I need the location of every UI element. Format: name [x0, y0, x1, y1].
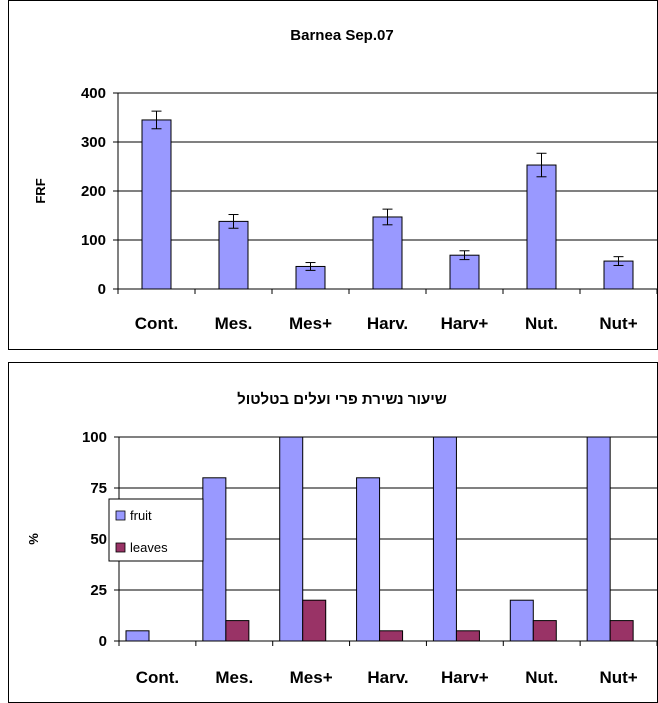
bar-fruit-mes — [202, 477, 227, 642]
bar-leaves-mes — [225, 620, 250, 642]
y-tick-label: 25 — [90, 582, 107, 599]
error-bar — [382, 208, 393, 226]
x-tick-label: Harv. — [367, 314, 408, 333]
x-tick-label: Nut+ — [599, 668, 637, 687]
drop-rate-chart-panel: שיעור נשירת פרי ועלים בטלטול % 0 25 50 75 10… — [8, 362, 658, 703]
y-tick-label: 300 — [81, 134, 106, 151]
drop-rate-bar-chart: שיעור נשירת פרי ועלים בטלטול % 0 25 50 75 10… — [26, 391, 657, 687]
x-tick-label: Cont. — [135, 314, 178, 333]
y-tick-label: 400 — [81, 85, 106, 102]
bar-cont — [141, 119, 172, 290]
bar-fruit-mes+ — [279, 436, 304, 642]
y-axis-label: % — [26, 533, 41, 545]
error-bar — [613, 256, 624, 266]
bar-fruit-nut+ — [586, 436, 611, 642]
bar-nut — [526, 164, 557, 290]
bar-leaves-nut+ — [609, 620, 634, 642]
y-tick-label: 100 — [82, 429, 107, 446]
x-tick-label: Harv. — [367, 668, 408, 687]
x-tick-label: Mes+ — [290, 668, 333, 687]
bar-leaves-harv — [379, 630, 404, 642]
y-tick-label: 75 — [90, 480, 107, 497]
legend-swatch-leaves — [115, 542, 126, 553]
legend: fruit leaves — [108, 498, 204, 562]
x-tick-label: Mes. — [215, 314, 253, 333]
y-axis-label: FRF — [33, 178, 48, 203]
error-bar — [536, 152, 547, 178]
y-tick-label: 200 — [81, 183, 106, 200]
x-tick-label: Nut. — [525, 314, 558, 333]
bar-leaves-nut — [532, 620, 557, 642]
frf-chart-panel: Barnea Sep.07 FRF 0 100 200 300 400 Cont. Mes… — [8, 0, 658, 350]
bar-harv — [372, 216, 403, 290]
x-tick-label: Cont. — [136, 668, 179, 687]
error-bar — [305, 262, 316, 271]
x-tick-label: Nut+ — [599, 314, 637, 333]
error-bar — [459, 250, 470, 261]
frf-bar-chart: Barnea Sep.07 FRF 0 100 200 300 400 Cont. Mes… — [33, 27, 657, 333]
x-tick-label: Nut. — [525, 668, 558, 687]
bar-fruit-cont — [125, 630, 150, 642]
y-tick-label: 0 — [99, 633, 107, 650]
bar-mes — [218, 220, 249, 290]
y-tick-label: 0 — [98, 281, 106, 298]
chart-title: Barnea Sep.07 — [290, 27, 393, 44]
chart-title: שיעור נשירת פרי ועלים בטלטול — [237, 391, 447, 408]
y-tick-label: 100 — [81, 232, 106, 249]
x-tick-label: Harv+ — [441, 314, 489, 333]
legend-swatch-fruit — [115, 510, 126, 521]
bar-harv+ — [449, 254, 480, 290]
bar-leaves-mes+ — [302, 599, 327, 642]
x-tick-label: Mes. — [215, 668, 253, 687]
legend-label-fruit: fruit — [130, 508, 152, 523]
error-bar — [151, 110, 162, 130]
bar-leaves-harv+ — [455, 630, 480, 642]
bar-fruit-nut — [509, 599, 534, 642]
error-bar — [228, 214, 239, 229]
y-tick-label: 50 — [90, 531, 107, 548]
legend-label-leaves: leaves — [130, 540, 168, 555]
bar-fruit-harv+ — [432, 436, 457, 642]
bar-fruit-harv — [356, 477, 381, 642]
x-tick-label: Harv+ — [441, 668, 489, 687]
x-tick-label: Mes+ — [289, 314, 332, 333]
